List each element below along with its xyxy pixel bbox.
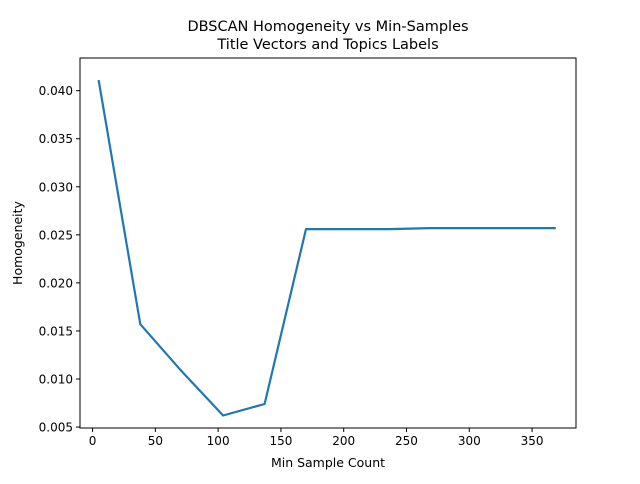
x-tick-label: 50 — [148, 434, 163, 448]
y-tick-label: 0.020 — [39, 276, 73, 290]
y-tick-label: 0.005 — [39, 421, 73, 435]
y-tick-label: 0.040 — [39, 84, 73, 98]
x-tick-label: 200 — [332, 434, 355, 448]
y-tick-label: 0.035 — [39, 132, 73, 146]
x-tick-label: 300 — [458, 434, 481, 448]
x-tick-label: 100 — [207, 434, 230, 448]
x-tick-label: 0 — [89, 434, 97, 448]
x-axis-label: Min Sample Count — [271, 455, 385, 470]
chart-title-line1: DBSCAN Homogeneity vs Min-Samples — [187, 19, 468, 35]
y-axis-label: Homogeneity — [10, 200, 25, 284]
y-tick-label: 0.025 — [39, 228, 73, 242]
y-tick-label: 0.010 — [39, 372, 73, 386]
y-tick-label: 0.030 — [39, 180, 73, 194]
x-tick-label: 150 — [269, 434, 292, 448]
y-tick-label: 0.015 — [39, 324, 73, 338]
x-tick-label: 350 — [521, 434, 544, 448]
chart-title-line2: Title Vectors and Topics Labels — [216, 37, 438, 53]
x-tick-label: 250 — [395, 434, 418, 448]
